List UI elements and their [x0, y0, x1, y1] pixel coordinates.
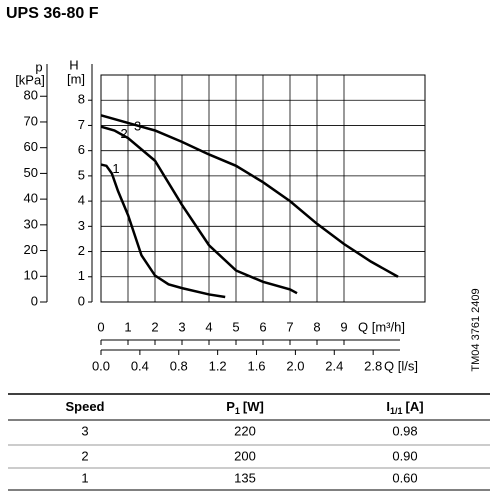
x-tick-label: 2 — [151, 319, 158, 334]
y2-tick-label: 60 — [24, 139, 38, 154]
x2-tick-label: 1.2 — [209, 358, 227, 373]
x-tick-label: 5 — [232, 319, 239, 334]
x2-tick-label: 0.4 — [131, 358, 149, 373]
y-tick-label: 2 — [78, 243, 85, 258]
curve-label: 1 — [112, 161, 119, 176]
table-cell: 135 — [234, 470, 256, 485]
y2-label-unit: [kPa] — [15, 72, 45, 87]
x-tick-label: 6 — [259, 319, 266, 334]
y-tick-label: 6 — [78, 142, 85, 157]
header-part: 1 — [235, 406, 240, 416]
x-tick-label: 1 — [124, 319, 131, 334]
y-tick-label: 0 — [78, 293, 85, 308]
y2-tick-label: 40 — [24, 191, 38, 206]
header-part: 1/1 — [390, 406, 403, 416]
table-cell: 0.60 — [392, 470, 417, 485]
y-tick-label: 1 — [78, 268, 85, 283]
x2-tick-label: 2.0 — [286, 358, 304, 373]
side-note: TM04 3761 2409 — [470, 288, 482, 371]
header-part: I — [386, 399, 390, 414]
header-part: [W] — [243, 399, 264, 414]
x2-tick-label: 1.6 — [247, 358, 265, 373]
y-tick-label: 7 — [78, 117, 85, 132]
x-tick-label: 9 — [340, 319, 347, 334]
x-tick-label: 3 — [178, 319, 185, 334]
y-tick-label: 8 — [78, 92, 85, 107]
table-cell: 3 — [81, 423, 88, 438]
x-tick-label: 8 — [313, 319, 320, 334]
y-tick-label: 3 — [78, 218, 85, 233]
y2-tick-label: 10 — [24, 268, 38, 283]
pump-curve — [100, 163, 226, 299]
x2-tick-label: 2.8 — [364, 358, 382, 373]
y2-tick-label: 20 — [24, 242, 38, 257]
column-header: P1 [W] — [226, 399, 264, 416]
header-part: P — [226, 399, 235, 414]
x2-tick-label: 0.0 — [92, 358, 110, 373]
y2-label-symbol: p — [35, 59, 42, 74]
y-label-symbol: H — [69, 57, 78, 72]
x2-tick-label: 0.8 — [170, 358, 188, 373]
pump-curve — [100, 125, 298, 295]
y-tick-label: 5 — [78, 167, 85, 182]
y2-tick-label: 30 — [24, 216, 38, 231]
x-tick-label: 7 — [286, 319, 293, 334]
table-cell: 0.98 — [392, 423, 417, 438]
y2-tick-label: 0 — [31, 293, 38, 308]
column-header: I1/1 [A] — [386, 399, 423, 416]
table-cell: 200 — [234, 448, 256, 463]
header-part: [A] — [406, 399, 424, 414]
y2-tick-label: 50 — [24, 165, 38, 180]
x-label: Q [m³/h] — [358, 319, 405, 334]
x2-tick-label: 2.4 — [325, 358, 343, 373]
table-cell: 2 — [81, 448, 88, 463]
table-cell: 0.90 — [392, 448, 417, 463]
pump-curve — [100, 114, 399, 278]
column-header: Speed — [65, 399, 104, 414]
x2-label: Q [l/s] — [384, 358, 418, 373]
y-tick-label: 4 — [78, 193, 85, 208]
curve-label: 2 — [121, 126, 128, 141]
y2-tick-label: 70 — [24, 113, 38, 128]
x-tick-label: 4 — [205, 319, 212, 334]
table-cell: 1 — [81, 470, 88, 485]
chart-title: UPS 36-80 F — [6, 5, 99, 22]
y-label-unit: [m] — [67, 71, 85, 86]
table-cell: 220 — [234, 423, 256, 438]
x-tick-label: 0 — [97, 319, 104, 334]
curve-label: 3 — [134, 118, 141, 133]
y2-tick-label: 80 — [24, 88, 38, 103]
header-part: Speed — [65, 399, 104, 414]
